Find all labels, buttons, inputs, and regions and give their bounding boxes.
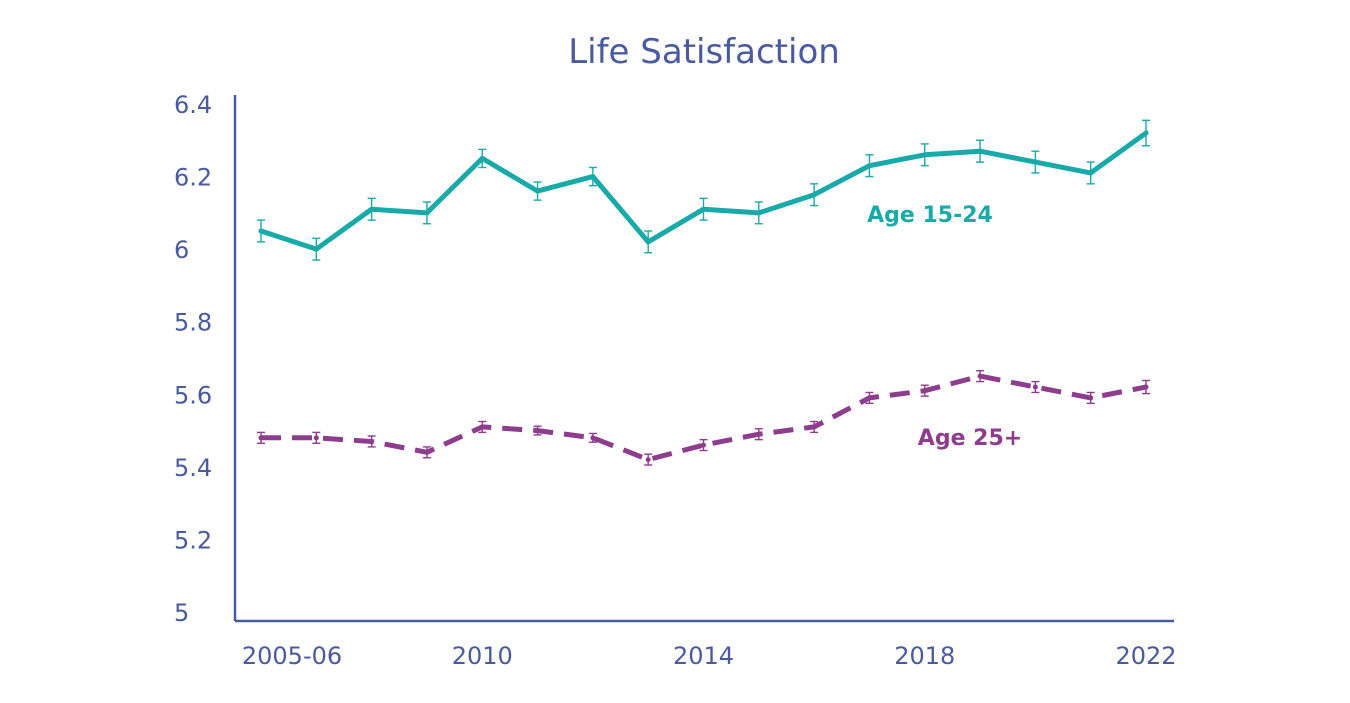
data-point xyxy=(369,206,375,212)
data-point xyxy=(1032,159,1038,165)
x-tick-label: 2005-06 xyxy=(242,642,342,670)
data-point xyxy=(645,457,651,463)
data-point xyxy=(645,239,651,245)
y-tick-label: 5.4 xyxy=(174,454,212,482)
data-point xyxy=(1088,395,1094,401)
data-point xyxy=(590,174,596,180)
series-line xyxy=(258,130,1149,252)
y-tick-label: 6 xyxy=(174,236,189,264)
y-axis-ticks: 5 5.2 5.4 5.6 5.8 6 6.2 6.4 xyxy=(174,91,212,627)
data-point xyxy=(313,246,319,252)
data-point xyxy=(479,424,485,430)
y-tick-label: 5.2 xyxy=(174,526,212,554)
y-tick-label: 5.8 xyxy=(174,309,212,337)
x-axis-ticks: 2005-06 2010 2014 2018 2022 xyxy=(242,642,1177,670)
data-point xyxy=(424,449,430,455)
data-point xyxy=(1143,384,1149,390)
data-point xyxy=(535,188,541,194)
data-point xyxy=(701,442,706,448)
y-tick-label: 5 xyxy=(174,599,189,627)
series-age-25-plus xyxy=(257,370,1150,466)
x-tick-label: 2010 xyxy=(452,642,513,670)
series-label-age-15-24: Age 15-24 xyxy=(867,203,993,228)
data-point xyxy=(313,435,319,441)
data-point xyxy=(866,163,872,169)
y-tick-label: 6.2 xyxy=(174,164,212,192)
data-point xyxy=(922,152,928,158)
y-tick-label: 6.4 xyxy=(174,91,212,119)
chart-title: Life Satisfaction xyxy=(568,32,840,72)
data-point xyxy=(1032,384,1038,390)
data-point xyxy=(535,428,541,434)
x-tick-label: 2022 xyxy=(1115,642,1176,670)
series-age-15-24 xyxy=(257,119,1150,261)
series-layer xyxy=(257,119,1150,466)
data-point xyxy=(479,155,485,161)
data-point xyxy=(977,373,983,379)
y-tick-label: 5.6 xyxy=(174,381,212,409)
data-point xyxy=(590,435,596,441)
data-point xyxy=(811,424,817,430)
data-point xyxy=(424,210,430,216)
x-tick-label: 2014 xyxy=(673,642,734,670)
data-point xyxy=(258,228,264,234)
data-point xyxy=(866,395,872,401)
data-point xyxy=(258,435,264,441)
data-point xyxy=(369,438,375,444)
data-point xyxy=(977,148,983,154)
data-point xyxy=(811,192,817,198)
data-point xyxy=(756,210,762,216)
series-label-age-25-plus: Age 25+ xyxy=(918,426,1022,451)
data-point xyxy=(1088,170,1094,176)
data-point xyxy=(1143,130,1149,136)
data-point xyxy=(756,431,762,437)
series-line xyxy=(261,373,1147,463)
x-tick-label: 2018 xyxy=(894,642,955,670)
data-point xyxy=(922,388,928,394)
data-point xyxy=(701,206,706,212)
